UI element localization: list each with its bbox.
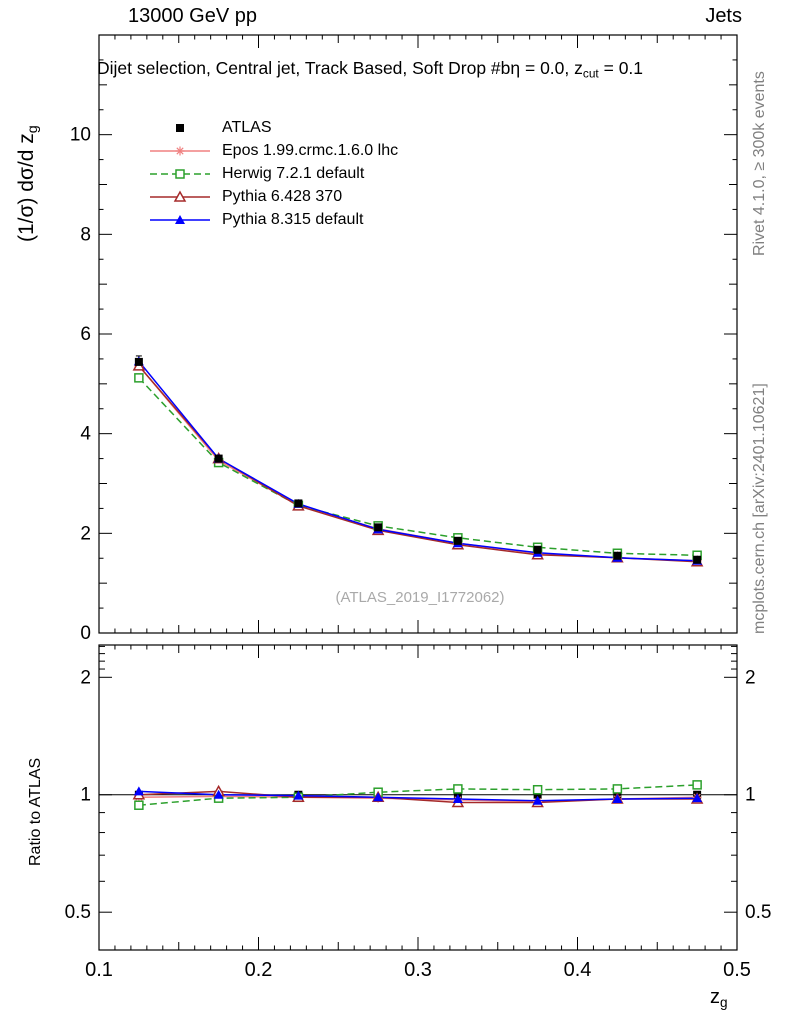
- beam-energy-label: 13000 GeV pp: [128, 5, 257, 27]
- legend-label-pythia8: Pythia 8.315 default: [222, 210, 364, 228]
- ratio-panel-series: [99, 780, 737, 810]
- legend-item-pythia8: Pythia 8.315 default: [148, 208, 398, 231]
- svg-text:2: 2: [745, 667, 756, 688]
- y-axis-label-main: (1/σ) dσ/d zg: [15, 125, 41, 242]
- svg-text:2: 2: [80, 523, 91, 544]
- legend-label-pythia6: Pythia 6.428 370: [222, 187, 343, 205]
- legend-label-herwig: Herwig 7.2.1 default: [222, 164, 365, 182]
- legend-marker-atlas: [176, 123, 184, 132]
- plot-title: Dijet selection, Central jet, Track Base…: [97, 58, 643, 81]
- svg-text:0.5: 0.5: [65, 902, 91, 923]
- legend-item-epos: Epos 1.99.crmc.1.6.0 lhc: [148, 139, 398, 162]
- svg-text:0.1: 0.1: [85, 959, 113, 981]
- svg-text:0.3: 0.3: [404, 959, 432, 981]
- svg-text:4: 4: [80, 424, 91, 445]
- x-axis-label-sub: g: [720, 994, 728, 1010]
- rivet-version-label: Rivet 4.1.0, ≥ 300k events: [751, 71, 768, 256]
- legend-marker-herwig: [150, 168, 210, 179]
- svg-text:8: 8: [80, 224, 91, 245]
- y-axis-label-main-text: (1/σ) dσ/d z: [15, 133, 38, 242]
- plot-title-pre: Dijet selection, Central jet, Track Base…: [97, 58, 583, 78]
- svg-text:0: 0: [80, 623, 91, 644]
- svg-text:1: 1: [80, 785, 91, 806]
- plot-title-post: = 0.1: [598, 58, 644, 78]
- x-axis-label-text: z: [710, 986, 720, 1008]
- legend-item-atlas: ATLAS: [148, 116, 398, 139]
- legend-marker-pythia8: [150, 214, 210, 224]
- x-axis-label: zg: [710, 986, 728, 1010]
- svg-text:0.4: 0.4: [564, 959, 592, 981]
- main-panel-series: [132, 355, 704, 567]
- legend: ATLAS Epos 1.99.crmc.1.6.0 lhc Herwig 7.2.…: [148, 116, 398, 231]
- analysis-id-watermark: (ATLAS_2019_I1772062): [335, 589, 505, 606]
- legend-item-pythia6: Pythia 6.428 370: [148, 185, 398, 208]
- svg-text:0.5: 0.5: [723, 959, 751, 981]
- plot-title-sub: cut: [582, 66, 599, 81]
- mcplots-credit-label: mcplots.cern.ch [arXiv:2401.10621]: [751, 383, 768, 634]
- y-axis-label-main-sub: g: [24, 125, 41, 134]
- legend-label-epos: Epos 1.99.crmc.1.6.0 lhc: [222, 141, 399, 159]
- svg-text:1: 1: [745, 785, 756, 806]
- svg-text:6: 6: [80, 324, 91, 345]
- svg-text:2: 2: [80, 667, 91, 688]
- legend-item-herwig: Herwig 7.2.1 default: [148, 162, 398, 185]
- svg-text:10: 10: [70, 125, 91, 146]
- svg-text:0.2: 0.2: [245, 959, 273, 981]
- axes: 0 2 4 6 8 10 0.5 0.5 1 1 2 2 0.1 0.2 0.3 0.4 0.5: [65, 34, 771, 981]
- y-axis-label-ratio: Ratio to ATLAS: [27, 757, 44, 866]
- svg-text:0.5: 0.5: [745, 902, 771, 923]
- legend-marker-pythia6: [150, 189, 210, 202]
- legend-label-atlas: ATLAS: [222, 118, 272, 136]
- legend-marker-epos: [150, 146, 210, 155]
- analysis-group-label: Jets: [705, 5, 742, 27]
